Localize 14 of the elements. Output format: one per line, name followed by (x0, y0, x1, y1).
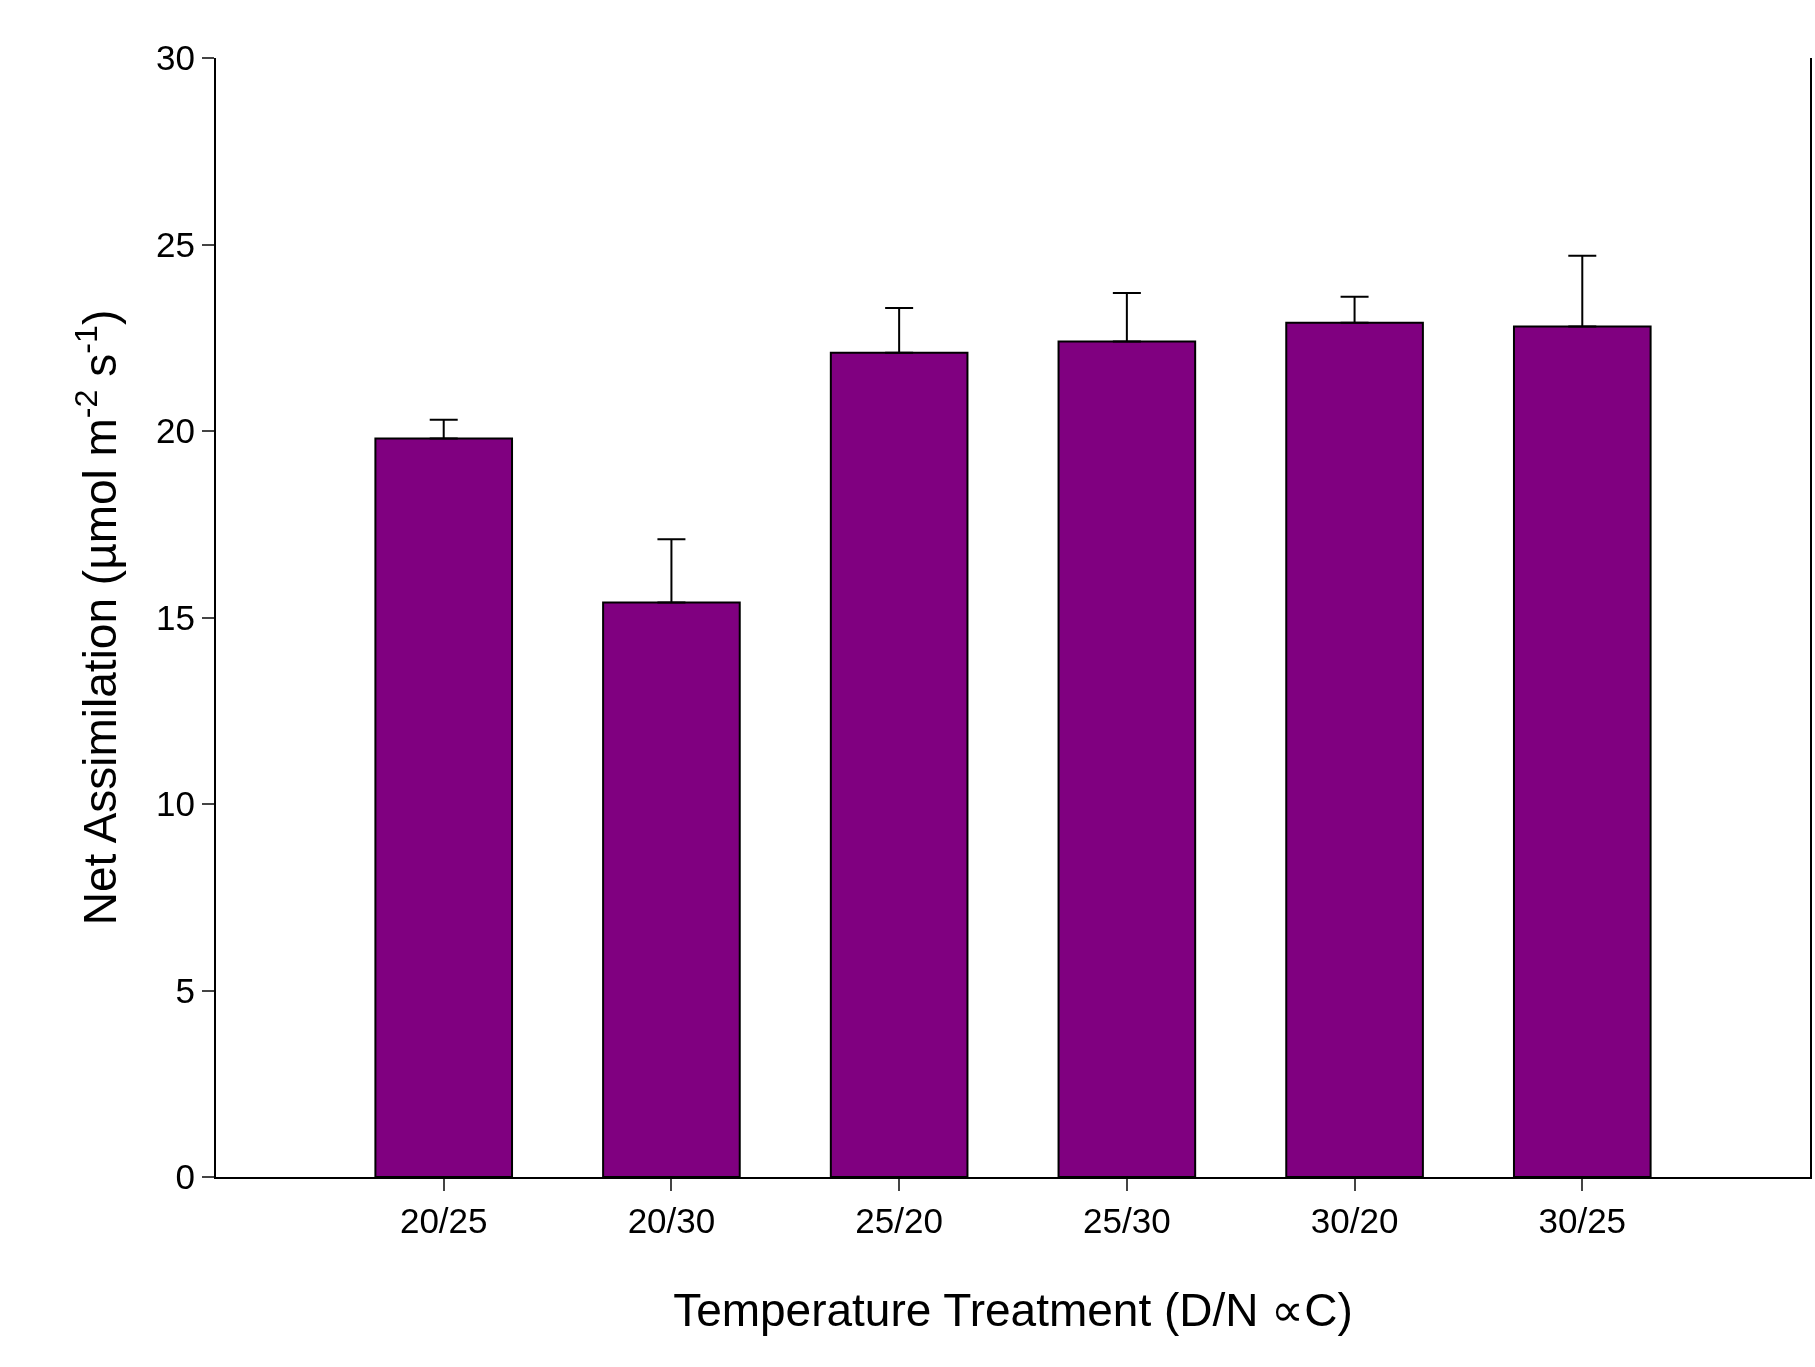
x-tick-label: 20/30 (627, 1201, 716, 1240)
y-tick-label: 30 (156, 38, 195, 78)
y-tick-label: 25 (156, 224, 195, 264)
y-tick-label: 20 (156, 411, 195, 451)
x-tick-label: 30/20 (1310, 1201, 1399, 1240)
y-tick-label: 10 (156, 784, 195, 824)
x-axis-title: Temperature Treatment (D/N ∝C) (673, 1284, 1353, 1337)
x-tick-label: 25/20 (855, 1201, 943, 1240)
x-tick-label: 20/25 (399, 1201, 488, 1240)
y-tick-label: 0 (175, 1157, 195, 1197)
x-tick-label: 30/25 (1538, 1201, 1627, 1240)
y-tick-label: 5 (175, 970, 195, 1010)
x-tick-label: 25/30 (1083, 1201, 1171, 1240)
y-tick-label: 15 (156, 597, 195, 637)
